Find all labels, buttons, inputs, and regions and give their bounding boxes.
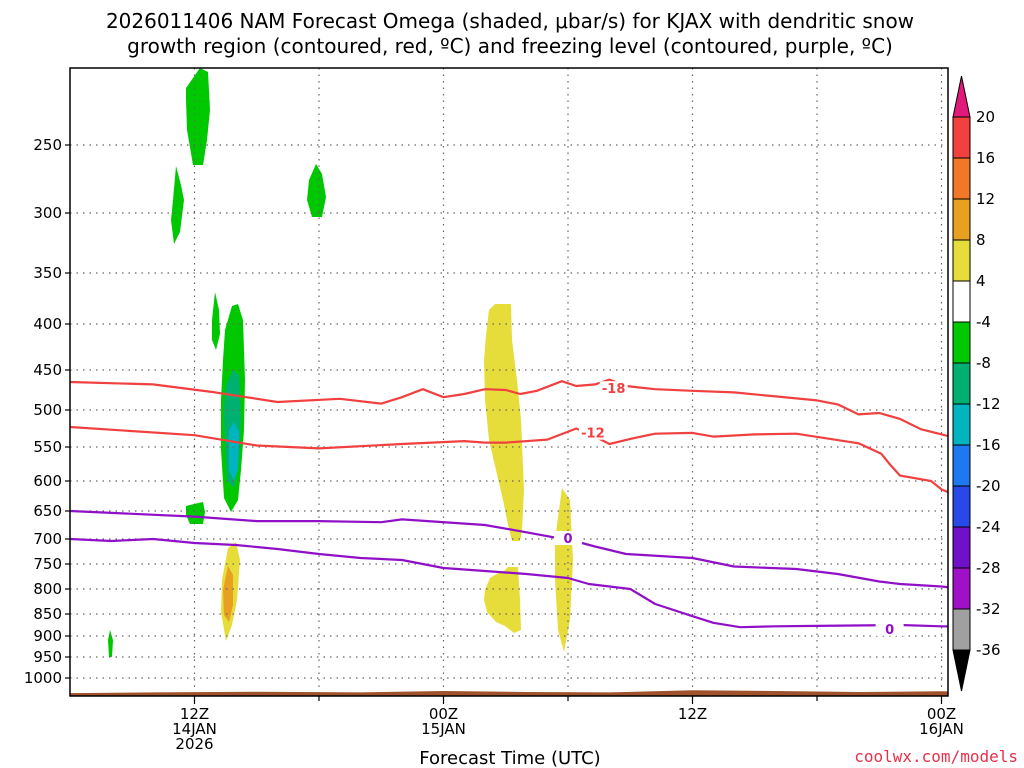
colorbar-label-8: -16 (976, 436, 1001, 454)
contour-label-bg--18-0 (599, 381, 628, 396)
y-tick-label-900: 900 (33, 627, 62, 645)
y-tick-label-500: 500 (33, 401, 62, 419)
colorbar-band-16_20 (952, 116, 971, 159)
colorbar-band--16_-12 (952, 403, 971, 446)
y-tick-label-1000: 1000 (24, 669, 62, 687)
x-tick-label-24-0: 00Z (429, 705, 458, 723)
colorbar-band--36_-32 (952, 608, 971, 651)
y-tick-label-650: 650 (33, 502, 62, 520)
contour-label-bg--18-1 (998, 402, 1024, 416)
omega-shade-green-low (186, 502, 205, 524)
omega-shade-green-upper-2 (171, 166, 184, 244)
omega-shade-green-mid-1 (212, 292, 220, 350)
omega-shade-green-small (108, 630, 113, 657)
y-tick-label-800: 800 (33, 580, 62, 598)
x-tick-label-36-0: 12Z (678, 705, 707, 723)
contour-label--18-0: -18 (602, 382, 626, 397)
contour-label-bg-0-0 (554, 531, 582, 545)
contour-label-bg--12-0 (578, 425, 607, 440)
colorbar-band-4_8 (952, 239, 971, 282)
omega-shade-yellow-main (484, 304, 524, 541)
colorbar-band--12_-8 (952, 362, 971, 405)
colorbar-band--24_-20 (952, 485, 971, 528)
contour-label--18-1: -18 (1000, 403, 1024, 418)
plot-frame (69, 67, 949, 697)
colorbar-label-2: 12 (976, 190, 995, 208)
contour-label-bg-0-2 (990, 617, 1018, 631)
x-tick-label-12-2: 2026 (175, 735, 213, 753)
colorbar-label-3: 8 (976, 231, 986, 249)
y-tick-label-750: 750 (33, 555, 62, 573)
contour-0-line (70, 509, 948, 629)
y-tick-label-450: 450 (33, 361, 62, 379)
y-tick-label-400: 400 (33, 315, 62, 333)
colorbar-band--4_4 (952, 280, 971, 323)
colorbar-label-13: -36 (976, 641, 1001, 659)
colorbar-label-10: -24 (976, 518, 1001, 536)
x-tick-label-12-0: 12Z (180, 705, 209, 723)
x-tick-label-12-1: 14JAN (172, 720, 217, 738)
colorbar-label-12: -32 (976, 600, 1001, 618)
y-tick-label-850: 850 (33, 605, 62, 623)
colorbar-label-1: 16 (976, 149, 995, 167)
omega-shade-cyan-core (229, 422, 239, 480)
chart-title-line-2: growth region (contoured, red, ºC) and f… (127, 34, 893, 58)
contour-label-0-0: 0 (563, 532, 572, 547)
colorbar: 20 16 12 8 4 -4 -8 -12 -16 -20 -24 -28 -32 -36 (952, 75, 1001, 692)
x-tick-label-24-1: 15JAN (421, 720, 466, 738)
colorbar-label-6: -8 (976, 354, 991, 372)
omega-shade-green-upper-1 (186, 68, 210, 165)
y-tick-label-250: 250 (33, 136, 62, 154)
colorbar-label-7: -12 (976, 395, 1001, 413)
omega-shade-yellow-lower (484, 567, 521, 633)
x-axis-title: Forecast Time (UTC) (419, 748, 600, 768)
x-tick-label-48-0: 00Z (927, 705, 956, 723)
contour-label-0-1: 0 (885, 623, 894, 638)
credit-text: coolwx.com/models (854, 747, 1018, 766)
colorbar-bottom-arrow (952, 649, 971, 692)
contour--18-line (70, 378, 948, 438)
y-tick-label-550: 550 (33, 438, 62, 456)
contour--12-line (70, 425, 948, 494)
colorbar-band--32_-28 (952, 567, 971, 610)
contour-label-bg-0-1 (875, 621, 904, 636)
contour-label--12-0: -12 (581, 427, 605, 442)
colorbar-band--28_-24 (952, 526, 971, 569)
x-tick-label-48-1: 16JAN (919, 720, 964, 738)
colorbar-label-5: -4 (976, 313, 991, 331)
y-tick-label-700: 700 (33, 530, 62, 548)
colorbar-top-arrow (952, 75, 971, 118)
y-tick-label-950: 950 (33, 648, 62, 666)
colorbar-label-9: -20 (976, 477, 1001, 495)
colorbar-band--20_-16 (952, 444, 971, 487)
terrain-strip (70, 690, 948, 696)
omega-shade-orange-core (223, 566, 233, 622)
colorbar-label-4: 4 (976, 272, 986, 290)
colorbar-band--8_-4 (952, 321, 971, 364)
omega-shade-green-upper-3 (307, 164, 326, 217)
plot-area: -18-18-18-12-12-120000 (70, 68, 1024, 696)
y-tick-label-300: 300 (33, 204, 62, 222)
colorbar-band-12_16 (952, 157, 971, 200)
chart-title-line-1: 2026011406 NAM Forecast Omega (shaded, μ… (106, 9, 914, 33)
colorbar-label-0: 20 (976, 108, 995, 126)
y-tick-label-350: 350 (33, 264, 62, 282)
axes: 250 300 350 400 450 500 550 600 650 700 750 800 850 9… (24, 67, 964, 753)
contour-label-0-2: 0 (999, 618, 1008, 633)
colorbar-label-11: -28 (976, 559, 1001, 577)
y-tick-label-600: 600 (33, 472, 62, 490)
plot-content: -18-18-18-12-12-120000 (70, 68, 1024, 696)
colorbar-band-8_12 (952, 198, 971, 241)
omega-shade-yellow-right (555, 488, 573, 652)
